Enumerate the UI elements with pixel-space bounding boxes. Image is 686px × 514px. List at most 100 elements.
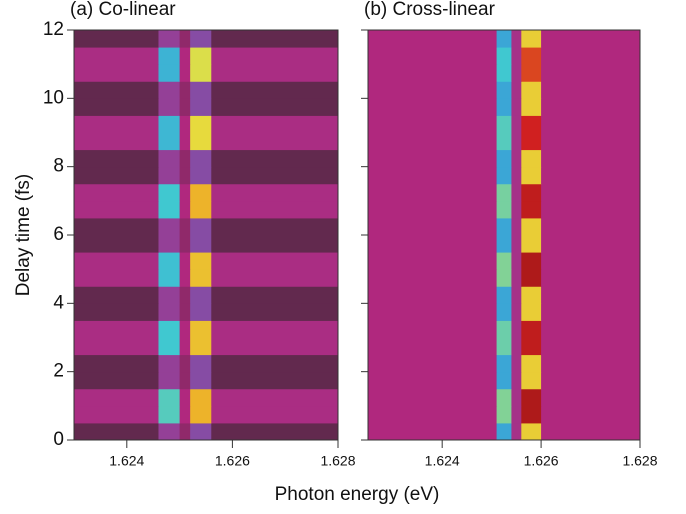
heatmap-cell <box>179 388 191 407</box>
heatmap-cell <box>74 303 159 321</box>
heatmap-cell <box>190 371 212 390</box>
heatmap-cell <box>368 422 498 441</box>
heatmap-cell <box>541 217 641 236</box>
heatmap-cell <box>521 354 542 373</box>
heatmap-cell <box>511 422 522 441</box>
heatmap-cell <box>511 30 522 48</box>
heatmap-cell <box>511 286 522 304</box>
heatmap-cell <box>211 337 339 356</box>
heatmap-cell <box>368 235 498 253</box>
panel-title: (a) Co-linear <box>70 0 176 20</box>
heatmap-cell <box>158 30 181 48</box>
heatmap-cell <box>190 320 212 338</box>
heatmap-cell <box>541 30 641 48</box>
heatmap-cell <box>158 252 181 270</box>
x-tick-label: 1.628 <box>320 453 355 469</box>
heatmap-cell <box>74 269 159 287</box>
heatmap-cell <box>368 303 498 321</box>
x-tick-label: 1.624 <box>425 453 460 469</box>
heatmap-cell <box>179 422 191 441</box>
heatmap-cell <box>496 303 512 321</box>
heatmap-cell <box>541 337 641 356</box>
heatmap-cell <box>511 337 522 356</box>
heatmap-cell <box>521 98 542 116</box>
heatmap-cell <box>541 269 641 287</box>
heatmap-cell <box>179 166 191 185</box>
heatmap-cell <box>190 98 212 116</box>
heatmap-cell <box>190 217 212 236</box>
heatmap-cell <box>541 286 641 304</box>
heatmap-cell <box>211 320 339 338</box>
heatmap-cell <box>368 132 498 151</box>
heatmap-cell <box>190 405 212 424</box>
heatmap-cell <box>74 47 159 65</box>
heatmap-cell <box>511 303 522 321</box>
y-tick-label: 6 <box>53 224 64 245</box>
heatmap-cell <box>179 303 191 321</box>
heatmap-cell <box>496 269 512 287</box>
heatmap-cell <box>521 200 542 219</box>
heatmap-cell <box>190 149 212 168</box>
heatmap-cell <box>179 354 191 373</box>
heatmap-cell <box>511 200 522 219</box>
x-tick-label: 1.624 <box>109 453 144 469</box>
heatmap-cell <box>158 217 181 236</box>
heatmap-cell <box>74 200 159 219</box>
heatmap-cell <box>190 303 212 321</box>
heatmap-cell <box>158 183 181 202</box>
heatmap-cell <box>74 132 159 151</box>
heatmap-cell <box>368 320 498 338</box>
heatmap-cell <box>496 183 512 202</box>
heatmap-cell <box>511 388 522 407</box>
heatmap-cell <box>511 371 522 390</box>
heatmap-cell <box>211 235 339 253</box>
heatmap-cell <box>190 81 212 99</box>
heatmap-cell <box>368 371 498 390</box>
heatmap-cell <box>521 81 542 99</box>
heatmap-cell <box>541 115 641 133</box>
y-tick-label: 10 <box>43 87 64 108</box>
heatmap-cell <box>368 286 498 304</box>
heatmap-cell <box>521 64 542 82</box>
heatmap-cell <box>190 47 212 65</box>
heatmap-cell <box>511 235 522 253</box>
heatmap-cell <box>74 183 159 202</box>
heatmap-cell <box>368 252 498 270</box>
heatmap-cell <box>521 320 542 338</box>
heatmap-cell <box>521 235 542 253</box>
heatmap-cell <box>521 422 542 441</box>
heatmap-cell <box>158 371 181 390</box>
heatmap-cell <box>179 235 191 253</box>
heatmap-cell <box>211 269 339 287</box>
heatmap-cell <box>496 235 512 253</box>
heatmap-cell <box>368 166 498 185</box>
x-tick-label: 1.626 <box>524 453 559 469</box>
heatmap-cell <box>496 30 512 48</box>
heatmap-cell <box>158 388 181 407</box>
heatmap-cell <box>496 388 512 407</box>
heatmap-cell <box>211 183 339 202</box>
heatmap-cell <box>511 166 522 185</box>
heatmap-cell <box>211 388 339 407</box>
heatmap-cell <box>496 354 512 373</box>
heatmap-cell <box>211 200 339 219</box>
heatmap-cell <box>521 149 542 168</box>
heatmap-cell <box>74 371 159 390</box>
heatmap-cell <box>496 81 512 99</box>
heatmap-cell <box>541 303 641 321</box>
heatmap-cell <box>511 132 522 151</box>
x-tick-label: 1.626 <box>215 453 250 469</box>
heatmap-cell <box>158 269 181 287</box>
heatmap-cell <box>74 252 159 270</box>
heatmap-cell <box>496 98 512 116</box>
heatmap-cell <box>368 337 498 356</box>
heatmap-cell <box>211 115 339 133</box>
heatmap-cell <box>179 115 191 133</box>
heatmap-cell <box>211 149 339 168</box>
heatmap-cell <box>368 30 498 48</box>
heatmap-cell <box>158 98 181 116</box>
y-axis-label: Delay time (fs) <box>13 174 34 296</box>
heatmap-cell <box>541 149 641 168</box>
heatmap-cell <box>511 354 522 373</box>
heatmap-cell <box>521 217 542 236</box>
